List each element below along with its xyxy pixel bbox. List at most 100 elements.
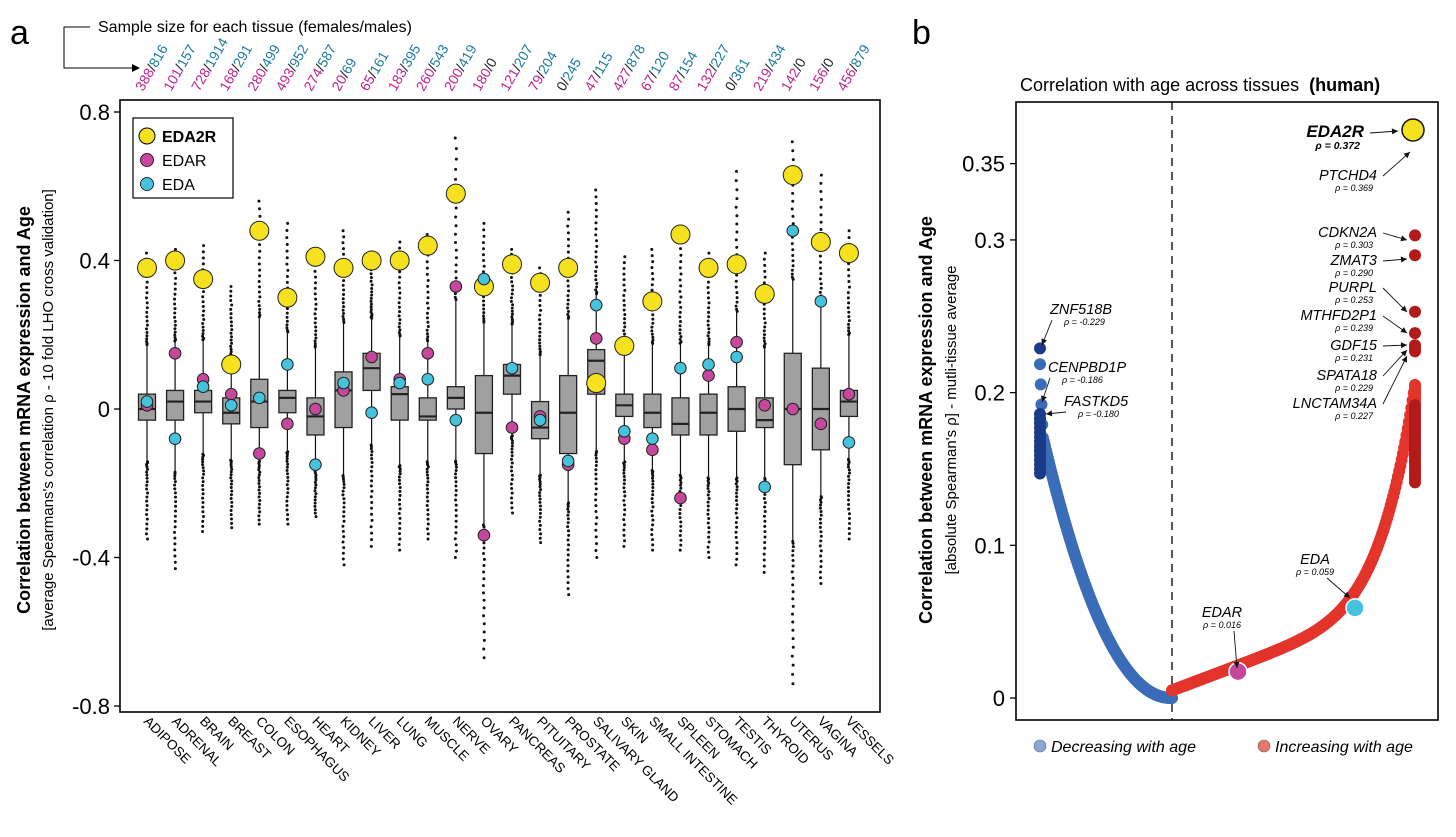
outlier-point	[651, 335, 655, 339]
outlier-point	[314, 473, 318, 477]
outlier-point	[763, 519, 767, 523]
outlier-point	[623, 332, 627, 336]
annotation-mthfd2p1-label: MTHFD2P1	[1300, 308, 1377, 324]
outlier-point	[510, 444, 514, 448]
outlier-point	[145, 315, 149, 319]
outlier-point	[622, 308, 626, 312]
legend-increasing-marker	[1257, 739, 1271, 753]
outlier-point	[173, 471, 177, 475]
outlier-point	[651, 338, 655, 342]
point-zmat3	[1409, 249, 1421, 262]
outlier-point	[314, 307, 318, 311]
outlier-point	[650, 538, 654, 542]
outlier-point	[622, 471, 626, 475]
marker-eda2r-muscle	[417, 235, 438, 256]
outlier-point	[398, 502, 402, 506]
outlier-point	[454, 177, 458, 181]
outlier-point	[678, 478, 682, 482]
outlier-point	[538, 341, 542, 345]
outlier-point	[678, 328, 682, 332]
decreasing-point	[1034, 358, 1046, 371]
sample-size-sep: /	[508, 62, 524, 73]
outlier-point	[229, 324, 233, 328]
outlier-point	[510, 315, 514, 319]
outlier-point	[286, 462, 290, 466]
outlier-point	[678, 266, 682, 270]
outlier-point	[229, 470, 233, 474]
outlier-point	[567, 217, 571, 221]
outlier-point	[594, 456, 598, 460]
outlier-point	[369, 544, 373, 548]
outlier-point	[566, 231, 570, 235]
outlier-point	[145, 319, 149, 323]
outlier-point	[285, 508, 289, 512]
outlier-point	[735, 300, 739, 304]
outlier-point	[342, 563, 346, 567]
annotation-purpl-label: PURPL	[1329, 280, 1377, 296]
outlier-point	[846, 485, 850, 489]
sample-size-vessels: 456/879	[834, 41, 873, 93]
marker-eda-thyroid	[758, 480, 771, 494]
outlier-point	[510, 447, 514, 451]
outlier-point	[229, 513, 233, 517]
outlier-point	[734, 530, 738, 534]
outlier-point	[538, 485, 542, 489]
outlier-point	[819, 559, 823, 563]
outlier-point	[145, 517, 149, 521]
outlier-point	[594, 195, 598, 199]
point-eda	[1345, 598, 1365, 618]
outlier-point	[595, 282, 599, 286]
outlier-point	[369, 296, 373, 300]
outlier-point	[622, 533, 626, 537]
outlier-point	[370, 293, 374, 297]
outlier-point	[454, 167, 458, 171]
outlier-point	[258, 243, 262, 247]
outlier-point	[369, 307, 373, 311]
sample-size-male: 1914	[202, 35, 232, 70]
sample-size-uterus: 142/0	[778, 55, 809, 94]
outlier-point	[791, 214, 795, 218]
outlier-point	[819, 173, 823, 177]
panel-a-x-tick-labels: ADIPOSEADRENALBRAINBREASTCOLONESOPHAGUSH…	[141, 714, 897, 808]
annotation-gdf15-arrowhead	[1400, 342, 1407, 349]
outlier-point	[790, 275, 794, 279]
outlier-point	[257, 304, 261, 308]
sample-note-arrowhead	[132, 64, 140, 72]
legend-decreasing-marker	[1033, 739, 1047, 753]
legend-edar-label: EDAR	[162, 153, 206, 170]
panel-a-ylabel-main: Correlation between mRNA expression and …	[14, 206, 34, 614]
outlier-point	[342, 479, 346, 483]
outlier-point	[426, 532, 430, 536]
outlier-point	[791, 604, 795, 608]
outlier-point	[229, 316, 233, 320]
b-y-tick-label: 0.35	[962, 152, 1005, 177]
outlier-point	[706, 323, 710, 327]
point-znf518b	[1034, 342, 1046, 355]
outlier-point	[651, 321, 655, 325]
outlier-point	[735, 552, 739, 556]
outlier-point	[566, 312, 570, 316]
outlier-point	[370, 479, 374, 483]
marker-eda2r-heart	[305, 246, 326, 267]
outlier-point	[734, 285, 738, 289]
outlier-point	[341, 247, 345, 251]
outlier-point	[342, 235, 346, 239]
outlier-point	[482, 570, 486, 574]
panel-b-title: Correlation with age across tissues (huma…	[1020, 75, 1380, 95]
outlier-point	[651, 479, 655, 483]
outlier-point	[257, 518, 261, 522]
outlier-point	[510, 473, 514, 477]
outlier-point	[539, 488, 543, 492]
outlier-point	[566, 302, 570, 306]
outlier-point	[819, 576, 823, 580]
outlier-point	[594, 208, 598, 212]
outlier-point	[369, 495, 373, 499]
outlier-point	[651, 482, 655, 486]
outlier-point	[538, 511, 542, 515]
outlier-point	[397, 305, 401, 309]
outlier-point	[791, 264, 795, 268]
outlier-point	[313, 312, 317, 316]
outlier-point	[790, 242, 794, 246]
outlier-point	[341, 312, 345, 316]
outlier-point	[482, 234, 486, 238]
